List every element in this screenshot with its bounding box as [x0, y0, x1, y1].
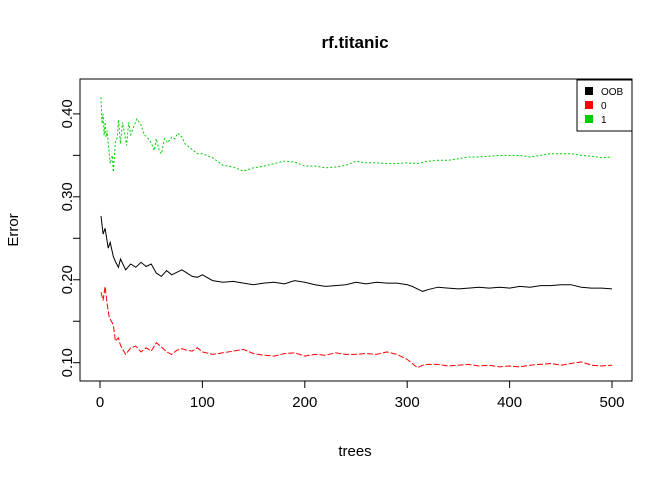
x-tick-label: 100 [190, 394, 215, 411]
chart-title: rf.titanic [321, 33, 388, 52]
x-tick-label: 200 [292, 394, 317, 411]
y-tick-label: 0.40 [59, 99, 76, 128]
y-tick-label: 0.20 [59, 265, 76, 294]
y-tick-label: 0.30 [59, 182, 76, 211]
series-line-class1 [100, 97, 613, 172]
x-tick-label: 0 [96, 394, 104, 411]
x-axis: 0 100 200 300 400 500 [96, 380, 625, 411]
x-tick-label: 400 [497, 394, 522, 411]
legend-label-class1: 1 [601, 115, 607, 126]
legend-label-class0: 0 [601, 101, 607, 112]
legend-swatch-oob [585, 87, 593, 95]
legend-swatch-class1 [585, 115, 593, 123]
plot-frame [79, 78, 633, 382]
y-axis: 0.10 0.20 0.30 0.40 [59, 99, 81, 377]
series-lines [100, 97, 613, 369]
legend: OOB 0 1 [576, 79, 633, 132]
x-tick-label: 300 [395, 394, 420, 411]
legend-label-oob: OOB [601, 87, 624, 98]
legend-swatch-class0 [585, 101, 593, 109]
x-tick-label: 500 [599, 394, 624, 411]
y-tick-label: 0.10 [59, 348, 76, 377]
x-axis-label: trees [338, 443, 371, 460]
series-line-oob [100, 215, 613, 292]
y-axis-label: Error [5, 213, 22, 246]
series-line-class0 [100, 286, 613, 369]
